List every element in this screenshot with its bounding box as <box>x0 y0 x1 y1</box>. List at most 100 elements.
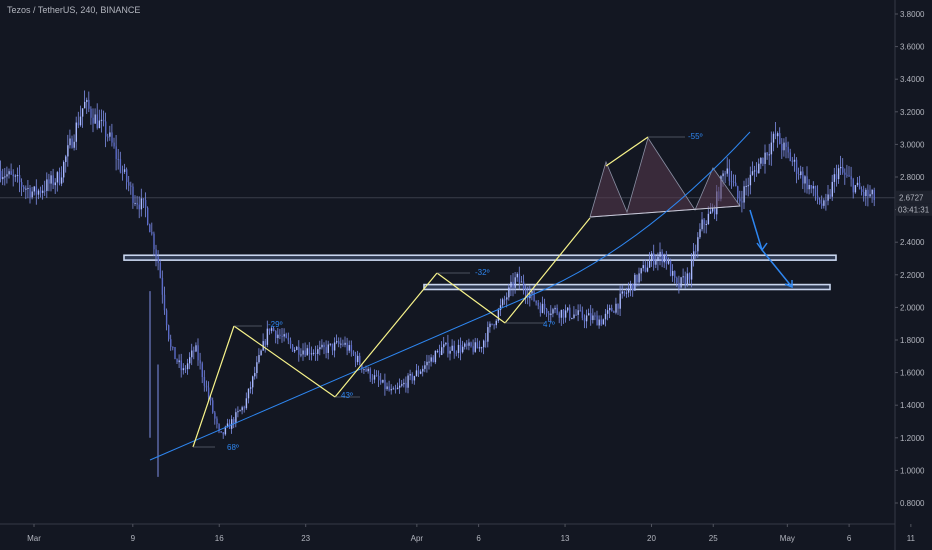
candle-body <box>819 199 821 204</box>
candle-body <box>44 190 46 192</box>
candle-body <box>105 121 107 137</box>
candle-body <box>90 108 92 118</box>
candle-body <box>113 142 115 147</box>
candle-body <box>455 352 458 354</box>
candle-body <box>825 200 827 202</box>
time-tick-label: 23 <box>301 534 310 543</box>
candle-body <box>165 310 168 326</box>
candle-body <box>39 190 42 193</box>
candle-body <box>585 315 588 322</box>
candle-body <box>533 291 535 301</box>
candle-body <box>378 375 380 381</box>
candle-body <box>730 180 733 182</box>
candle-body <box>462 346 464 353</box>
candle-body <box>592 315 594 321</box>
candle-body <box>600 319 602 325</box>
candle-body <box>697 237 699 252</box>
candle-body <box>37 190 40 195</box>
price-tick-label: 3.0000 <box>900 140 925 149</box>
candle-body <box>361 364 363 370</box>
candle-body <box>579 310 581 312</box>
candle-body <box>138 204 140 210</box>
price-tick-label: 2.0000 <box>900 303 925 312</box>
candle-body <box>302 350 304 355</box>
candle-body <box>516 273 518 278</box>
price-tick-label: 3.8000 <box>900 10 925 19</box>
candle-body <box>693 251 695 260</box>
candle-body <box>810 184 812 189</box>
candle-body <box>663 254 665 263</box>
candle-body <box>501 299 504 306</box>
candle-body <box>130 185 132 187</box>
candle-body <box>569 307 571 318</box>
candle-body <box>472 346 474 352</box>
candle-body <box>531 291 533 294</box>
candle-body <box>411 374 413 381</box>
candle-body <box>842 166 844 173</box>
candle-body <box>758 163 760 174</box>
candle-body <box>630 283 632 289</box>
candle-body <box>65 156 67 163</box>
candle-body <box>682 276 684 278</box>
candle-body <box>844 172 846 175</box>
candle-body <box>142 198 145 200</box>
candle-body <box>625 292 628 294</box>
candle-body <box>163 294 166 311</box>
candle-body <box>434 350 437 363</box>
candle-body <box>338 341 340 345</box>
candle-body <box>289 340 292 345</box>
countdown-badge <box>896 203 932 216</box>
candle-body <box>308 348 311 355</box>
chart-title: Tezos / TetherUS, 240, BINANCE <box>7 5 141 15</box>
candle-body <box>787 146 789 153</box>
candle-body <box>678 282 680 288</box>
candle-body <box>287 337 290 341</box>
candle-body <box>590 313 592 321</box>
candle-body <box>333 342 336 351</box>
candle-body <box>382 379 384 383</box>
candle-body <box>226 423 229 427</box>
candle-body <box>346 342 348 351</box>
candle-body <box>657 256 659 262</box>
candle-body <box>149 224 151 233</box>
candle-body <box>241 407 243 411</box>
candle-body <box>336 341 338 343</box>
time-tick-label: 9 <box>131 534 136 543</box>
candle-body <box>762 157 764 164</box>
candle-body <box>812 186 815 189</box>
candle-body <box>846 174 848 176</box>
candle-body <box>795 159 798 175</box>
candle-body <box>858 182 861 190</box>
pattern-fill <box>589 137 741 218</box>
candle-body <box>58 172 61 184</box>
candle-body <box>480 347 483 349</box>
candle-body <box>852 179 854 193</box>
candle-body <box>642 265 644 269</box>
price-tick-label: 1.0000 <box>900 466 925 475</box>
candle-body <box>602 319 605 325</box>
candle-body <box>56 172 59 183</box>
candle-body <box>525 289 527 296</box>
candle-body <box>573 314 575 318</box>
candle-body <box>237 411 239 413</box>
candle-body <box>180 360 182 371</box>
candle-body <box>739 198 741 202</box>
yellow-trend-segment <box>605 136 649 167</box>
candle-body <box>176 359 178 363</box>
candle-body <box>243 407 245 409</box>
candle-body <box>342 343 344 345</box>
time-tick-label: Apr <box>411 534 424 543</box>
candle-body <box>550 313 552 315</box>
candle-body <box>8 171 10 175</box>
candle-body <box>321 344 323 348</box>
candle-body <box>804 176 806 184</box>
candle-body <box>415 370 418 377</box>
candle-body <box>588 313 590 316</box>
candle-body <box>840 166 842 169</box>
candle-body <box>726 168 728 174</box>
candle-body <box>277 334 279 339</box>
candle-body <box>483 340 485 348</box>
candle-body <box>31 191 33 198</box>
candle-body <box>443 344 445 348</box>
